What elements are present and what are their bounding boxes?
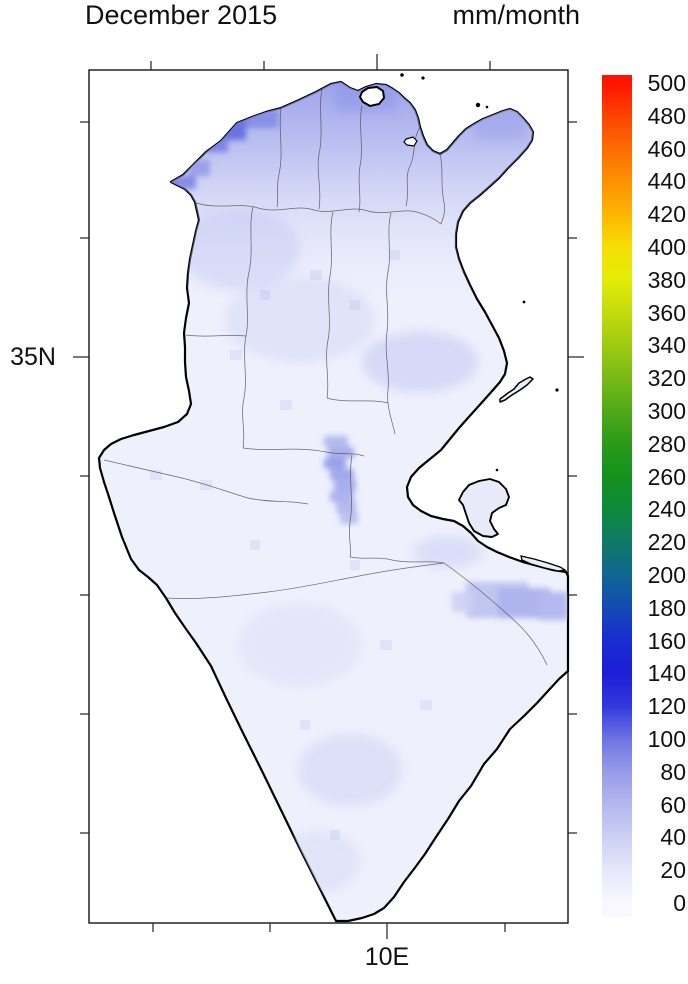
colorbar-label: 80 <box>660 758 686 785</box>
colorbar-label: 220 <box>647 529 686 556</box>
colorbar-label: 320 <box>647 365 686 392</box>
colorbar-label: 120 <box>647 693 686 720</box>
lake-tunis <box>403 136 418 147</box>
page-title: December 2015 <box>85 0 278 30</box>
colorbar-label: 260 <box>647 463 686 490</box>
colorbar-label: 460 <box>647 135 686 162</box>
lake-bizerte <box>358 85 386 108</box>
colorbar-label: 20 <box>660 857 686 884</box>
colorbar-label: 280 <box>647 430 686 457</box>
colorbar-label: 180 <box>647 594 686 621</box>
frame-ticks <box>73 54 584 939</box>
colorbar-label: 240 <box>647 496 686 523</box>
governorate-borders <box>103 88 548 666</box>
latitude-tick-label: 35N <box>10 343 56 371</box>
colorbar-label: 380 <box>647 266 686 293</box>
colorbar-label: 340 <box>647 332 686 359</box>
colorbar-label: 140 <box>647 660 686 687</box>
zarzis-lagoon-bar <box>520 555 567 572</box>
units-label: mm/month <box>452 0 580 30</box>
colorbar-label: 60 <box>660 791 686 818</box>
colorbar-label: 160 <box>647 627 686 654</box>
colorbar-labels: 500 480 460 440 420 400 380 360 340 320 300 280 260 2… <box>630 70 687 917</box>
colorbar-label: 440 <box>647 168 686 195</box>
colorbar-label: 360 <box>647 299 686 326</box>
longitude-tick-label: 10E <box>364 943 410 971</box>
precipitation-field <box>97 73 570 923</box>
offshore-islets <box>400 73 559 472</box>
map-frame <box>88 69 569 924</box>
colorbar-label: 300 <box>647 398 686 424</box>
colorbar-label: 100 <box>647 726 686 752</box>
colorbar-label: 480 <box>647 102 686 129</box>
colorbar-label: 420 <box>647 201 686 228</box>
colorbar-label: 400 <box>647 234 686 260</box>
colorbar-label: 200 <box>647 562 686 588</box>
kerkennah-islands <box>499 376 534 403</box>
colorbar <box>602 75 632 917</box>
colorbar-label: 40 <box>660 824 686 851</box>
djerba-island <box>458 478 510 538</box>
colorbar-label: 0 <box>673 890 686 916</box>
colorbar-label: 500 <box>647 70 686 96</box>
